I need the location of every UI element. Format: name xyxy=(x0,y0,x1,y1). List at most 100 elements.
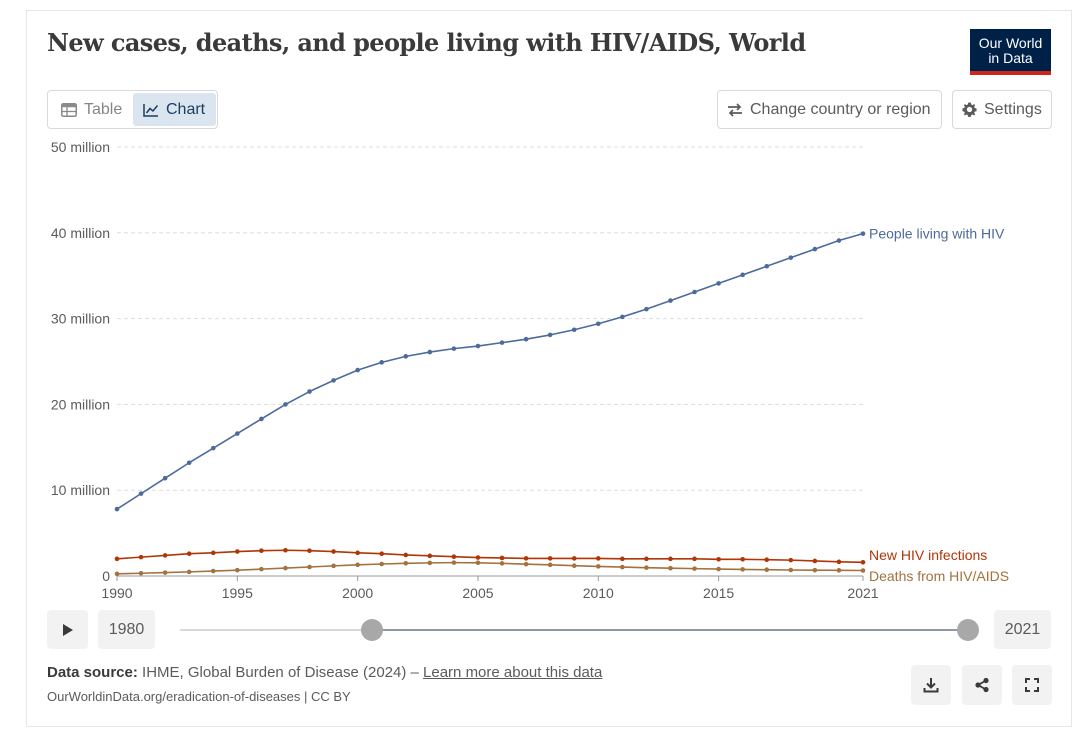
data-point xyxy=(764,263,770,269)
share-button[interactable] xyxy=(962,665,1002,705)
change-region-label: Change country or region xyxy=(750,100,931,118)
data-point xyxy=(307,564,312,570)
data-point xyxy=(283,565,288,571)
data-point xyxy=(523,561,529,567)
data-point xyxy=(114,556,120,562)
timeline-selected-range xyxy=(372,629,968,631)
data-point xyxy=(571,556,577,561)
data-point xyxy=(475,343,481,349)
gear-icon xyxy=(962,102,977,117)
data-point xyxy=(788,255,794,260)
data-point xyxy=(259,416,264,422)
data-point xyxy=(138,554,144,560)
timeline-end-year[interactable]: 2021 xyxy=(994,610,1051,649)
timeline-start-year[interactable]: 1980 xyxy=(98,610,155,649)
data-point xyxy=(331,549,336,554)
data-point xyxy=(355,367,360,373)
data-point xyxy=(499,555,505,561)
data-point xyxy=(379,561,385,567)
data-point xyxy=(523,336,529,342)
tab-table-label: Table xyxy=(84,100,123,118)
data-point xyxy=(475,560,481,566)
x-tick-label: 2010 xyxy=(583,585,614,601)
series-label: New HIV infections xyxy=(869,547,987,563)
data-point xyxy=(740,272,745,278)
data-point xyxy=(451,560,457,565)
data-point xyxy=(210,550,216,556)
data-point xyxy=(114,506,120,512)
download-button[interactable] xyxy=(911,665,951,705)
data-point xyxy=(283,402,288,407)
data-point xyxy=(668,298,673,303)
settings-button[interactable]: Settings xyxy=(952,90,1052,129)
data-point xyxy=(475,555,481,560)
data-point xyxy=(547,332,553,338)
y-tick-label: 40 million xyxy=(51,225,110,241)
chart-title: New cases, deaths, and people living wit… xyxy=(47,28,806,57)
fullscreen-button[interactable] xyxy=(1012,665,1052,705)
data-point xyxy=(860,231,866,236)
timeline-end-handle[interactable] xyxy=(957,619,979,641)
data-point xyxy=(259,566,264,572)
data-point xyxy=(235,431,240,436)
data-point xyxy=(235,549,240,554)
owid-logo[interactable]: Our World in Data xyxy=(970,29,1051,75)
data-point xyxy=(331,563,336,569)
source-text: IHME, Global Burden of Disease (2024) – xyxy=(142,664,419,681)
data-point xyxy=(427,560,433,566)
data-point xyxy=(403,561,409,566)
series-label: Deaths from HIV/AIDS xyxy=(869,568,1009,584)
data-point xyxy=(499,340,505,345)
license-text: OurWorldinData.org/eradication-of-diseas… xyxy=(47,689,351,704)
data-point xyxy=(379,551,385,556)
data-point xyxy=(114,571,120,577)
data-point xyxy=(836,238,842,243)
x-tick-label: 2005 xyxy=(462,585,493,601)
share-icon xyxy=(975,677,989,693)
expand-icon xyxy=(1025,678,1039,692)
data-point xyxy=(716,281,721,286)
data-point xyxy=(355,550,360,556)
data-point xyxy=(644,306,649,312)
data-point xyxy=(620,314,625,320)
tab-table[interactable]: Table xyxy=(51,93,131,126)
series-line xyxy=(116,561,864,575)
series-line xyxy=(116,232,864,510)
data-point xyxy=(427,349,433,355)
data-point xyxy=(307,548,312,553)
logo-line-1: Our World xyxy=(978,35,1043,51)
data-point xyxy=(788,557,794,563)
change-region-button[interactable]: Change country or region xyxy=(717,90,942,129)
tab-chart-label: Chart xyxy=(166,100,206,118)
play-button[interactable] xyxy=(47,610,88,649)
data-point xyxy=(812,567,818,573)
data-point xyxy=(764,557,770,562)
x-tick-label: 1995 xyxy=(222,585,253,601)
data-point xyxy=(162,553,168,558)
data-point xyxy=(331,378,336,383)
data-point xyxy=(162,475,168,481)
data-point xyxy=(740,556,745,562)
data-point xyxy=(403,354,409,359)
data-point xyxy=(186,569,192,575)
data-point xyxy=(571,563,577,569)
data-point xyxy=(860,568,866,573)
data-point xyxy=(692,566,697,571)
learn-more-link[interactable]: Learn more about this data xyxy=(423,664,603,681)
data-point xyxy=(620,564,625,570)
data-point xyxy=(186,551,192,556)
data-point xyxy=(283,547,288,553)
y-tick-label: 20 million xyxy=(51,396,110,412)
series-line xyxy=(116,549,864,564)
x-tick-label: 2015 xyxy=(703,585,734,601)
data-point xyxy=(235,567,240,573)
data-point xyxy=(716,556,721,562)
data-point xyxy=(355,562,360,568)
timeline-start-handle[interactable] xyxy=(361,619,383,641)
logo-line-2: in Data xyxy=(988,50,1033,66)
data-point xyxy=(668,556,673,562)
data-point xyxy=(259,548,264,553)
data-point xyxy=(620,556,625,562)
tab-chart[interactable]: Chart xyxy=(133,93,216,126)
